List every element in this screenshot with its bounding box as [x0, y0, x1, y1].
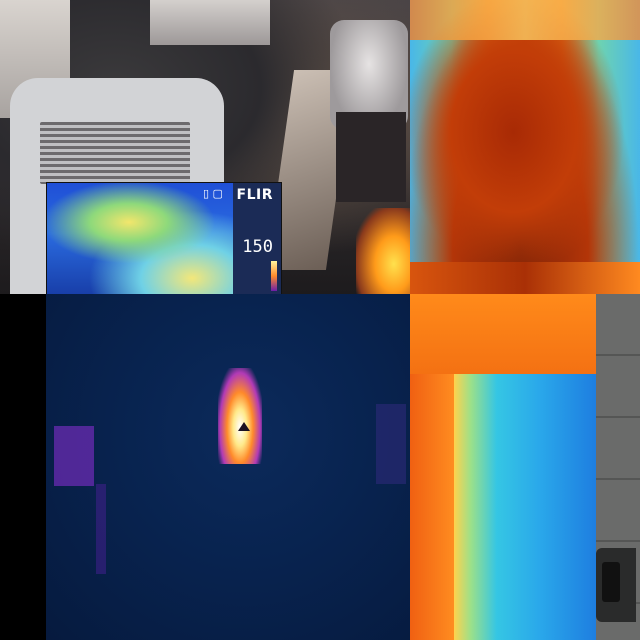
temperature-readout: 150: [242, 237, 273, 257]
color-scale-bar: [271, 261, 277, 291]
black-margin: [0, 294, 46, 640]
warm-object-left: [54, 426, 94, 486]
flir-logo: FLIR: [236, 187, 273, 203]
small-fire: [356, 208, 410, 294]
hot-ceiling-region: [410, 0, 640, 40]
hot-wall-edge: [410, 374, 454, 640]
photo-wall-with-switch: [596, 294, 640, 640]
hanging-cloth-top: [150, 0, 270, 45]
heater-grill: [40, 122, 190, 184]
cool-wall-region: [454, 374, 596, 640]
switch-toggle: [602, 562, 620, 602]
hot-floor-region: [410, 262, 640, 294]
flir-side-panel: FLIR 150: [233, 183, 281, 295]
status-icons: ▯ ▢: [203, 187, 223, 200]
fire-hotspot: [218, 368, 262, 464]
plastic-bag: [330, 20, 408, 130]
warm-streak: [96, 484, 106, 574]
thermal-image-dark-palette: [46, 294, 410, 640]
flir-thermal-inset: ▯ ▢ FLIR 150: [46, 182, 282, 296]
photo-cluttered-room: [0, 0, 410, 294]
warm-object-right: [376, 404, 406, 484]
thermal-image-rainbow-palette: [410, 294, 596, 640]
hotspot-marker: [238, 422, 250, 431]
thermal-image-iron-palette: [410, 0, 640, 294]
trash-bin: [336, 112, 406, 202]
wall-switch: [596, 548, 636, 622]
